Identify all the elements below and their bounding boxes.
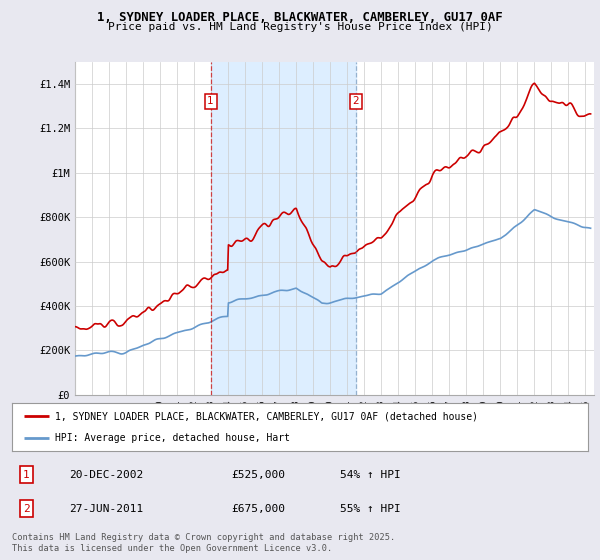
Text: 2: 2 [352,96,359,106]
Text: 1, SYDNEY LOADER PLACE, BLACKWATER, CAMBERLEY, GU17 0AF (detached house): 1, SYDNEY LOADER PLACE, BLACKWATER, CAMB… [55,411,478,421]
Text: HPI: Average price, detached house, Hart: HPI: Average price, detached house, Hart [55,433,290,443]
Text: 20-DEC-2002: 20-DEC-2002 [70,470,144,479]
Text: £675,000: £675,000 [231,504,285,514]
Text: 2: 2 [23,504,30,514]
Text: £525,000: £525,000 [231,470,285,479]
Text: Contains HM Land Registry data © Crown copyright and database right 2025.
This d: Contains HM Land Registry data © Crown c… [12,533,395,553]
Text: 27-JUN-2011: 27-JUN-2011 [70,504,144,514]
Text: 1, SYDNEY LOADER PLACE, BLACKWATER, CAMBERLEY, GU17 0AF: 1, SYDNEY LOADER PLACE, BLACKWATER, CAMB… [97,11,503,24]
Text: 55% ↑ HPI: 55% ↑ HPI [340,504,401,514]
Text: Price paid vs. HM Land Registry's House Price Index (HPI): Price paid vs. HM Land Registry's House … [107,22,493,32]
Text: 1: 1 [208,96,214,106]
Bar [211,62,356,395]
Text: 1: 1 [23,470,30,479]
Text: 54% ↑ HPI: 54% ↑ HPI [340,470,401,479]
